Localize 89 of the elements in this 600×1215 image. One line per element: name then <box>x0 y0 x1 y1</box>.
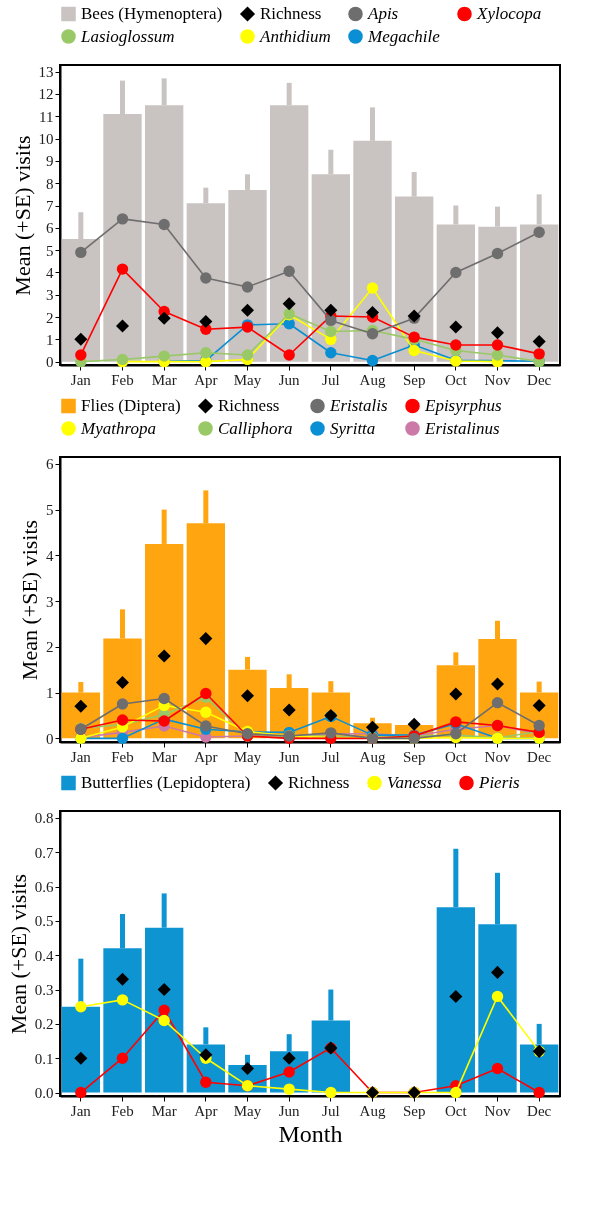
x-tick-label: Jun <box>278 371 301 388</box>
y-tick-label: 11 <box>39 108 54 125</box>
x-tick-label: Mar <box>151 371 177 388</box>
x-tick-label: Nov <box>484 1102 511 1119</box>
x-tick-label: Feb <box>111 1102 134 1119</box>
x-tick-label: Sep <box>402 371 426 388</box>
y-tick-label: 0.6 <box>34 879 54 896</box>
y-tick-label: 6 <box>46 220 54 237</box>
legend-label: Syritta <box>330 418 376 438</box>
legend-label: Richness <box>260 3 322 23</box>
y-tick-label: 2 <box>46 309 54 326</box>
x-tick-label: Dec <box>527 371 552 388</box>
legend-label: Episyrphus <box>424 395 502 415</box>
x-tick-label: Apr <box>194 371 218 388</box>
x-tick-label: Apr <box>194 1102 218 1119</box>
legend-label: Richness <box>218 395 280 415</box>
legend-label: Calliphora <box>218 418 293 438</box>
legend-label: Myathropa <box>80 418 156 438</box>
legend-label: Bees (Hymenoptera) <box>81 3 223 23</box>
y-tick-label: 0.3 <box>34 982 54 999</box>
x-tick-label: May <box>233 371 262 388</box>
y-tick-label: 0.2 <box>34 1016 54 1033</box>
y-tick-label: 7 <box>46 198 54 215</box>
x-tick-label: Oct <box>445 1102 468 1119</box>
y-tick-label: 9 <box>46 153 54 170</box>
legend-label: Butterflies (Lepidoptera) <box>81 772 251 792</box>
legend-label: Megachile <box>367 26 441 46</box>
y-tick-label: 5 <box>46 242 54 259</box>
x-tick-label: Oct <box>445 748 468 765</box>
x-tick-label: Aug <box>359 371 386 388</box>
x-tick-label: Apr <box>194 748 218 765</box>
x-tick-label: Feb <box>111 371 134 388</box>
x-tick-label: Dec <box>527 748 552 765</box>
y-tick-label: 8 <box>46 175 54 192</box>
x-tick-label: Sep <box>402 1102 426 1119</box>
y-tick-label: 1 <box>46 331 54 348</box>
legend-label: Xylocopa <box>476 3 542 23</box>
x-tick-label: May <box>233 748 262 765</box>
x-tick-label: Feb <box>111 748 134 765</box>
x-axis-title: Month <box>278 1120 343 1147</box>
legend-label: Richness <box>288 772 350 792</box>
y-tick-label: 5 <box>46 502 54 519</box>
y-tick-label: 2 <box>46 639 54 656</box>
x-tick-label: Jul <box>322 748 340 765</box>
legend-label: Pieris <box>478 772 520 792</box>
y-axis-title: Mean (+SE) visits <box>9 135 35 296</box>
y-tick-label: 0.8 <box>34 810 54 827</box>
y-tick-label: 10 <box>38 131 54 148</box>
x-tick-label: Oct <box>445 371 468 388</box>
x-tick-label: Nov <box>484 748 511 765</box>
y-tick-label: 6 <box>46 456 54 473</box>
y-tick-label: 0.7 <box>34 844 54 861</box>
y-tick-label: 12 <box>38 86 54 103</box>
legend-label: Flies (Diptera) <box>81 395 181 415</box>
x-tick-label: Jan <box>70 371 92 388</box>
x-tick-label: Jul <box>322 371 340 388</box>
x-tick-label: Aug <box>359 748 386 765</box>
y-tick-label: 0 <box>46 354 54 371</box>
legend-label: Eristalinus <box>424 418 501 438</box>
x-tick-label: Jan <box>70 748 92 765</box>
x-tick-label: May <box>233 1102 262 1119</box>
y-tick-label: 1 <box>46 685 54 702</box>
x-tick-label: Nov <box>484 371 511 388</box>
y-tick-label: 0.5 <box>34 913 54 930</box>
x-tick-label: Dec <box>527 1102 552 1119</box>
y-tick-label: 13 <box>38 64 54 81</box>
y-tick-label: 0.4 <box>34 947 54 964</box>
y-tick-label: 3 <box>46 287 54 304</box>
y-tick-label: 0.1 <box>34 1050 54 1067</box>
legend-label: Lasioglossum <box>80 26 175 46</box>
x-tick-label: Jun <box>278 1102 301 1119</box>
y-tick-label: 0.0 <box>34 1085 54 1102</box>
x-tick-label: Aug <box>359 1102 386 1119</box>
x-tick-label: Jun <box>278 748 301 765</box>
legend-label: Eristalis <box>329 395 389 415</box>
y-axis-title: Mean (+SE) visits <box>17 519 42 681</box>
legend-label: Anthidium <box>259 26 331 46</box>
x-tick-label: Jul <box>322 1102 340 1119</box>
legend-label: Apis <box>367 3 399 23</box>
x-tick-label: Jan <box>70 1102 92 1119</box>
x-tick-label: Mar <box>151 1102 177 1119</box>
x-tick-label: Sep <box>402 748 426 765</box>
y-axis-title: Mean (+SE) visits <box>5 873 31 1035</box>
x-tick-label: Mar <box>151 748 177 765</box>
legend-label: Vanessa <box>387 772 442 792</box>
y-tick-label: 3 <box>46 593 54 610</box>
y-tick-label: 4 <box>46 547 54 564</box>
y-tick-label: 4 <box>46 264 54 281</box>
y-tick-label: 0 <box>46 730 54 747</box>
